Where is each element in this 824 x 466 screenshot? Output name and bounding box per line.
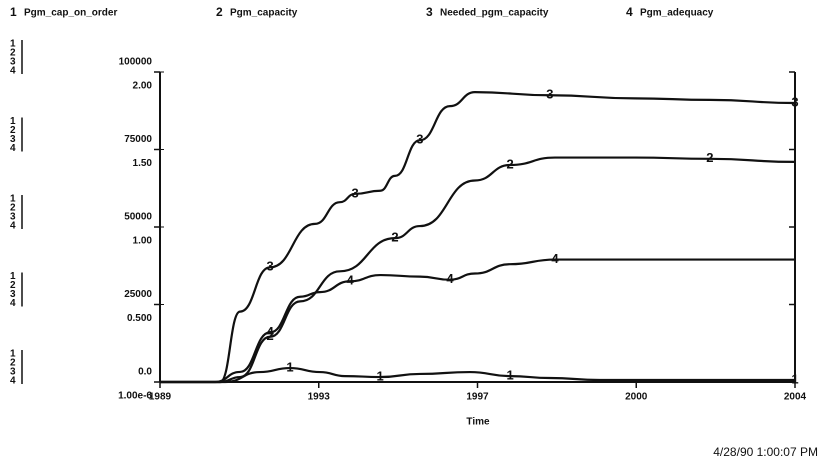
series-marker: 3 xyxy=(352,185,359,200)
legend-label: Pgm_cap_on_order xyxy=(24,8,117,19)
x-axis-label: Time xyxy=(466,417,490,428)
series-marker: 4 xyxy=(266,324,274,339)
axis-series-number: 2 xyxy=(10,203,16,214)
series-marker: 3 xyxy=(791,94,798,109)
series-marker: 1 xyxy=(377,368,384,383)
axis-series-number: 3 xyxy=(10,289,16,300)
y2-tick-label: 1.50 xyxy=(133,158,153,169)
x-tick-label: 2004 xyxy=(784,392,807,403)
axis-series-number: 3 xyxy=(10,134,16,145)
series-marker: 1 xyxy=(286,359,293,374)
axis-series-number: 1 xyxy=(10,271,16,282)
axis-series-number: 4 xyxy=(10,66,16,77)
x-tick-label: 1997 xyxy=(466,392,489,403)
series-marker: 2 xyxy=(506,156,513,171)
y2-tick-label: 2.00 xyxy=(133,81,153,92)
axis-series-number: 4 xyxy=(10,143,16,154)
y2-tick-label: 0.500 xyxy=(127,313,152,324)
series-marker: 4 xyxy=(446,271,454,286)
x-tick-label: 1993 xyxy=(308,392,331,403)
series-line xyxy=(160,156,796,384)
y-tick-label: 100000 xyxy=(119,57,153,68)
series-marker: 3 xyxy=(416,132,423,147)
axis-series-number: 3 xyxy=(10,212,16,223)
y-tick-label: 25000 xyxy=(124,289,152,300)
legend-label: Pgm_adequacy xyxy=(640,8,714,19)
series-marker: 4 xyxy=(346,273,354,288)
axis-series-number: 1 xyxy=(10,349,16,360)
axis-series-number: 3 xyxy=(10,367,16,378)
axis-series-number: 4 xyxy=(10,221,16,232)
legend-number: 3 xyxy=(426,5,433,19)
axis-series-number: 3 xyxy=(10,57,16,68)
series-marker: 1 xyxy=(791,371,798,386)
series-line xyxy=(160,366,795,384)
series-marker: 1 xyxy=(506,368,513,383)
legend-label: Needed_pgm_capacity xyxy=(440,8,549,19)
series-marker: 2 xyxy=(391,230,398,245)
axis-series-number: 2 xyxy=(10,125,16,136)
series-marker: 2 xyxy=(266,328,273,343)
axis-series-number: 2 xyxy=(10,280,16,291)
axis-series-number: 1 xyxy=(10,116,16,127)
series-line xyxy=(160,91,796,384)
series-marker: 2 xyxy=(706,150,713,165)
timestamp: 4/28/90 1:00:07 PM xyxy=(713,445,818,459)
y-tick-label: 50000 xyxy=(124,212,152,223)
y-tick-label: 0.0 xyxy=(138,367,152,378)
legend-number: 4 xyxy=(626,5,633,19)
legend-label: Pgm_capacity xyxy=(230,8,298,19)
series-marker: 4 xyxy=(551,251,559,266)
y2-tick-label: 1.00 xyxy=(133,236,153,247)
axis-series-number: 4 xyxy=(10,298,16,309)
axis-series-number: 4 xyxy=(10,376,16,387)
axis-series-number: 2 xyxy=(10,48,16,59)
series-line xyxy=(160,258,795,384)
series-marker: 3 xyxy=(266,259,273,274)
y-tick-label: 75000 xyxy=(124,134,152,145)
x-tick-label: 1989 xyxy=(149,392,172,403)
x-tick-label: 2000 xyxy=(625,392,648,403)
legend-number: 2 xyxy=(216,5,223,19)
axis-series-number: 2 xyxy=(10,358,16,369)
axis-series-number: 1 xyxy=(10,39,16,50)
legend-number: 1 xyxy=(10,5,17,19)
y2-tick-label: 1.00e-6 xyxy=(118,391,152,402)
axis-series-number: 1 xyxy=(10,194,16,205)
series-marker: 3 xyxy=(546,87,553,102)
